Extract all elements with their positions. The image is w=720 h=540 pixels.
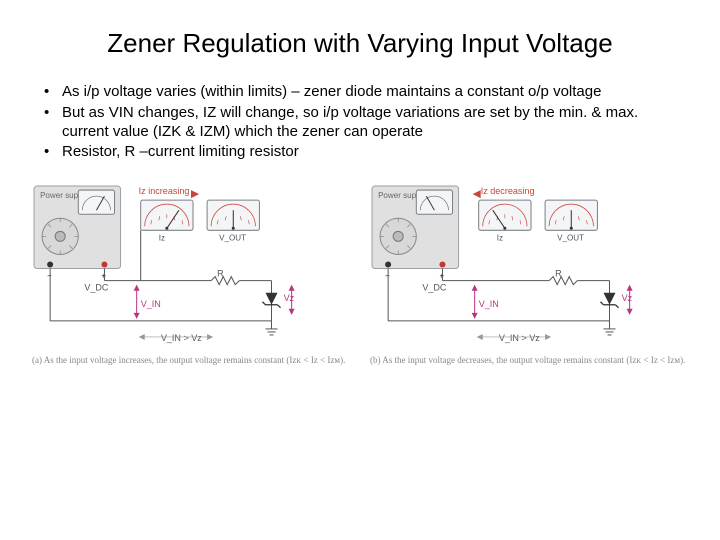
vout-meter-label: V_OUT bbox=[557, 233, 584, 242]
iz-arrow-label: Iᴢ decreasing bbox=[481, 186, 535, 196]
figure-right-caption: (b) As the input voltage decreases, the … bbox=[368, 351, 690, 369]
vz-label: Vᴢ bbox=[622, 293, 633, 303]
relation-label: V_IN > Vᴢ bbox=[499, 333, 540, 343]
bullet-item: As i/p voltage varies (within limits) – … bbox=[44, 83, 680, 102]
circuit-diagram-left: Power supply − + bbox=[30, 180, 352, 351]
bullet-item: Resistor, R –current limiting resistor bbox=[44, 143, 680, 162]
figure-right: Power supply − + Iᴢ I bbox=[368, 180, 690, 369]
relation-label: V_IN > Vᴢ bbox=[161, 333, 202, 343]
vout-meter-label: V_OUT bbox=[219, 233, 246, 242]
svg-text:+: + bbox=[439, 272, 444, 281]
page-title: Zener Regulation with Varying Input Volt… bbox=[0, 0, 720, 71]
vin-label: V_IN bbox=[141, 299, 161, 309]
svg-text:−: − bbox=[47, 272, 52, 281]
svg-text:−: − bbox=[385, 272, 390, 281]
figures-row: Power supply − + bbox=[0, 172, 720, 369]
iz-meter-label: Iᴢ bbox=[497, 233, 503, 242]
vdc-label: V_DC bbox=[84, 283, 109, 293]
figure-left-caption: (a) As the input voltage increases, the … bbox=[30, 351, 352, 369]
svg-text:+: + bbox=[101, 272, 106, 281]
bullet-item: But as VIN changes, IZ will change, so i… bbox=[44, 104, 680, 142]
vin-label: V_IN bbox=[479, 299, 499, 309]
vdc-label: V_DC bbox=[422, 283, 447, 293]
figure-left: Power supply − + bbox=[30, 180, 352, 369]
bullet-list: As i/p voltage varies (within limits) – … bbox=[0, 71, 720, 172]
iz-meter-label: Iᴢ bbox=[159, 233, 165, 242]
circuit-diagram-right: Power supply − + Iᴢ I bbox=[368, 180, 690, 351]
iz-arrow-label: Iᴢ increasing bbox=[139, 186, 190, 196]
vz-label: Vᴢ bbox=[284, 293, 295, 303]
